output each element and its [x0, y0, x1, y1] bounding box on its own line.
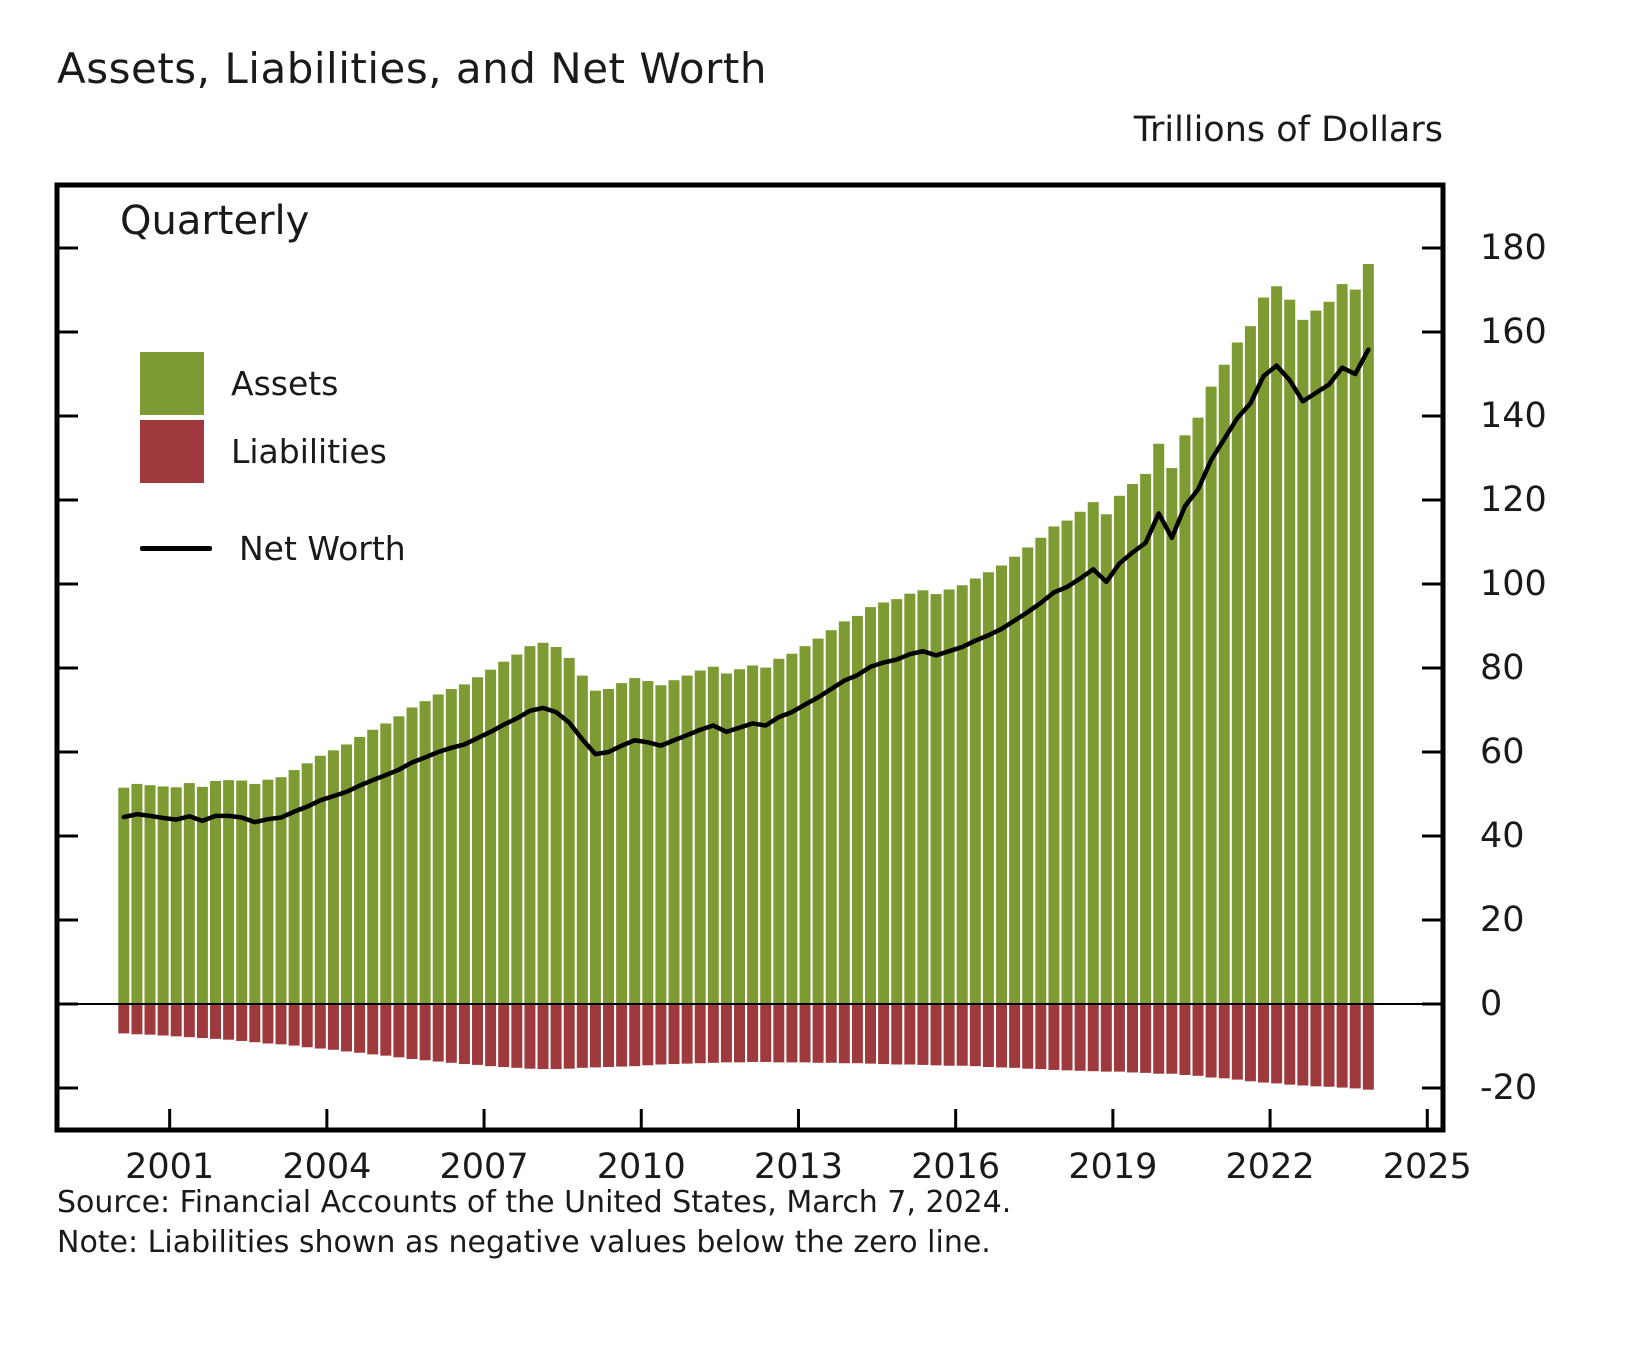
y-axis-tick-label: 160	[1480, 312, 1547, 352]
x-axis-tick-label: 2013	[754, 1147, 843, 1187]
net-worth-line-sample	[140, 546, 212, 551]
liabilities-swatch	[140, 420, 204, 483]
y-axis-units-label: Trillions of Dollars	[1133, 110, 1443, 150]
y-axis-tick-label: 20	[1480, 900, 1525, 940]
y-axis-tick-label: -20	[1480, 1068, 1537, 1108]
x-axis-tick-label: 2007	[440, 1147, 529, 1187]
x-axis-tick-label: 2016	[911, 1147, 1000, 1187]
y-axis-tick-label: 0	[1480, 984, 1502, 1024]
x-axis-tick-label: 2022	[1226, 1147, 1315, 1187]
chart-title: Assets, Liabilities, and Net Worth	[57, 44, 767, 93]
legend-item-assets: Assets	[140, 352, 406, 415]
y-axis-tick-label: 60	[1480, 732, 1525, 772]
y-axis-tick-label: 80	[1480, 648, 1525, 688]
legend-label-liabilities: Liabilities	[231, 432, 387, 471]
footer-notes: Source: Financial Accounts of the United…	[57, 1183, 1011, 1263]
y-axis-tick-label: 100	[1480, 564, 1547, 604]
x-axis-tick-label: 2025	[1383, 1147, 1472, 1187]
y-axis-tick-label: 40	[1480, 816, 1525, 856]
x-axis-tick-label: 2001	[125, 1147, 214, 1187]
x-axis-tick-label: 2004	[282, 1147, 371, 1187]
y-axis-tick-label: 140	[1480, 396, 1547, 436]
source-note: Source: Financial Accounts of the United…	[57, 1185, 1012, 1220]
legend-label-assets: Assets	[231, 364, 339, 403]
y-axis-tick-label: 120	[1480, 480, 1547, 520]
liabilities-note: Note: Liabilities shown as negative valu…	[57, 1225, 991, 1260]
legend-item-liabilities: Liabilities	[140, 420, 406, 483]
legend-label-net-worth: Net Worth	[239, 529, 406, 568]
assets-swatch	[140, 352, 204, 415]
frequency-label: Quarterly	[120, 198, 310, 244]
legend: Assets Liabilities Net Worth	[140, 352, 406, 568]
y-axis-tick-label: 180	[1480, 228, 1547, 268]
x-axis-tick-label: 2019	[1068, 1147, 1157, 1187]
x-axis-tick-label: 2010	[597, 1147, 686, 1187]
legend-item-net-worth: Net Worth	[140, 529, 406, 568]
